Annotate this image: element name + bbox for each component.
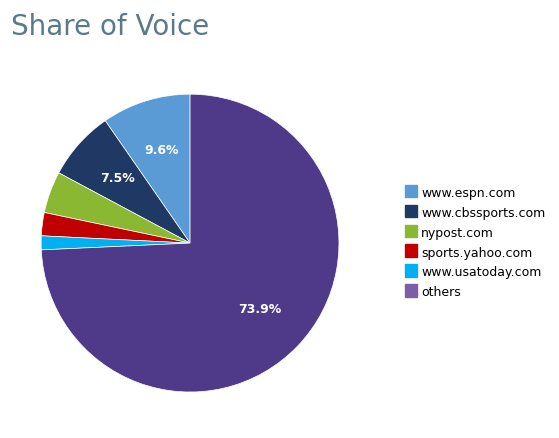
- Wedge shape: [41, 212, 190, 243]
- Text: Share of Voice: Share of Voice: [11, 13, 210, 41]
- Wedge shape: [59, 121, 190, 243]
- Wedge shape: [44, 173, 190, 243]
- Legend: www.espn.com, www.cbssports.com, nypost.com, sports.yahoo.com, www.usatoday.com,: www.espn.com, www.cbssports.com, nypost.…: [401, 183, 549, 303]
- Wedge shape: [105, 94, 190, 243]
- Wedge shape: [41, 94, 339, 392]
- Text: 73.9%: 73.9%: [239, 304, 282, 316]
- Text: 9.6%: 9.6%: [144, 144, 178, 157]
- Wedge shape: [41, 236, 190, 250]
- Text: 7.5%: 7.5%: [101, 172, 135, 185]
